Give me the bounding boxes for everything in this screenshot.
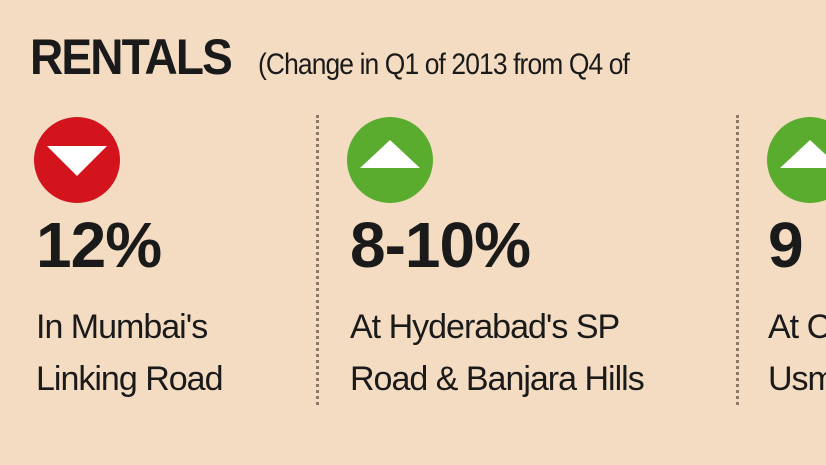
location-text: In Mumbai's bbox=[36, 308, 208, 346]
location-text: Linking Road bbox=[36, 360, 223, 398]
subtitle: (Change in Q1 of 2013 from Q4 of bbox=[258, 48, 630, 81]
divider bbox=[316, 115, 319, 405]
arrow bbox=[47, 146, 107, 176]
location-text: At Hyderabad's SP bbox=[350, 308, 620, 346]
location-text: At C bbox=[768, 308, 826, 346]
change-value: 8-10% bbox=[350, 209, 531, 281]
arrow bbox=[360, 140, 420, 168]
divider bbox=[736, 115, 739, 405]
arrow bbox=[780, 140, 826, 168]
location-text: Road & Banjara Hills bbox=[350, 360, 645, 398]
title: RENTALS bbox=[30, 29, 233, 85]
change-value: 9 bbox=[768, 209, 804, 281]
location-text: Usm bbox=[768, 360, 826, 398]
change-value: 12% bbox=[36, 209, 162, 281]
